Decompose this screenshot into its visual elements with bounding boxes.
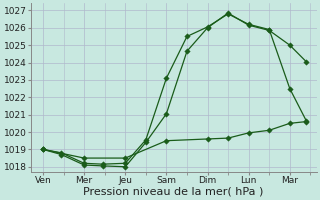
X-axis label: Pression niveau de la mer( hPa ): Pression niveau de la mer( hPa ) [84,187,264,197]
